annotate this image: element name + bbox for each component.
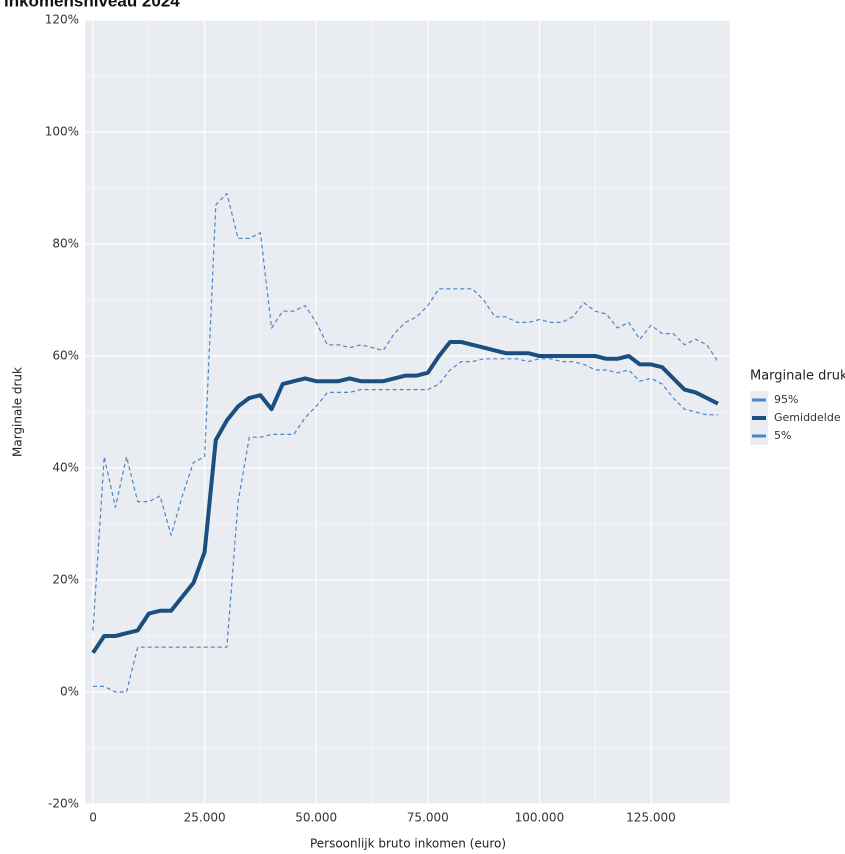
x-tick-label: 25.000 (184, 811, 226, 825)
x-axis-title: Persoonlijk bruto inkomen (euro) (310, 837, 506, 851)
y-tick-label: 20% (52, 573, 79, 587)
legend-label: 5% (774, 429, 791, 442)
y-axis-title: Marginale druk (11, 367, 25, 457)
x-tick-label: 100.000 (515, 811, 565, 825)
series-line (93, 358, 718, 693)
y-tick-label: 80% (52, 237, 79, 251)
y-tick-label: 0% (60, 685, 79, 699)
y-tick-label: 100% (45, 125, 79, 139)
y-tick-label: 120% (45, 13, 79, 27)
legend-title: Marginale druk (750, 369, 845, 384)
x-tick-label: 0 (89, 811, 97, 825)
x-tick-label: 50.000 (295, 811, 337, 825)
legend-label: Gemiddelde (774, 411, 841, 424)
y-tick-label: -20% (48, 797, 79, 811)
chart-title: inkomensniveau 2024 (4, 0, 180, 10)
legend-label: 95% (774, 393, 798, 406)
series-line (91, 340, 719, 654)
y-tick-label: 40% (52, 461, 79, 475)
x-tick-label: 75.000 (407, 811, 449, 825)
x-tick-label: 125.000 (626, 811, 676, 825)
y-tick-label: 60% (52, 349, 79, 363)
series-line (92, 193, 719, 631)
